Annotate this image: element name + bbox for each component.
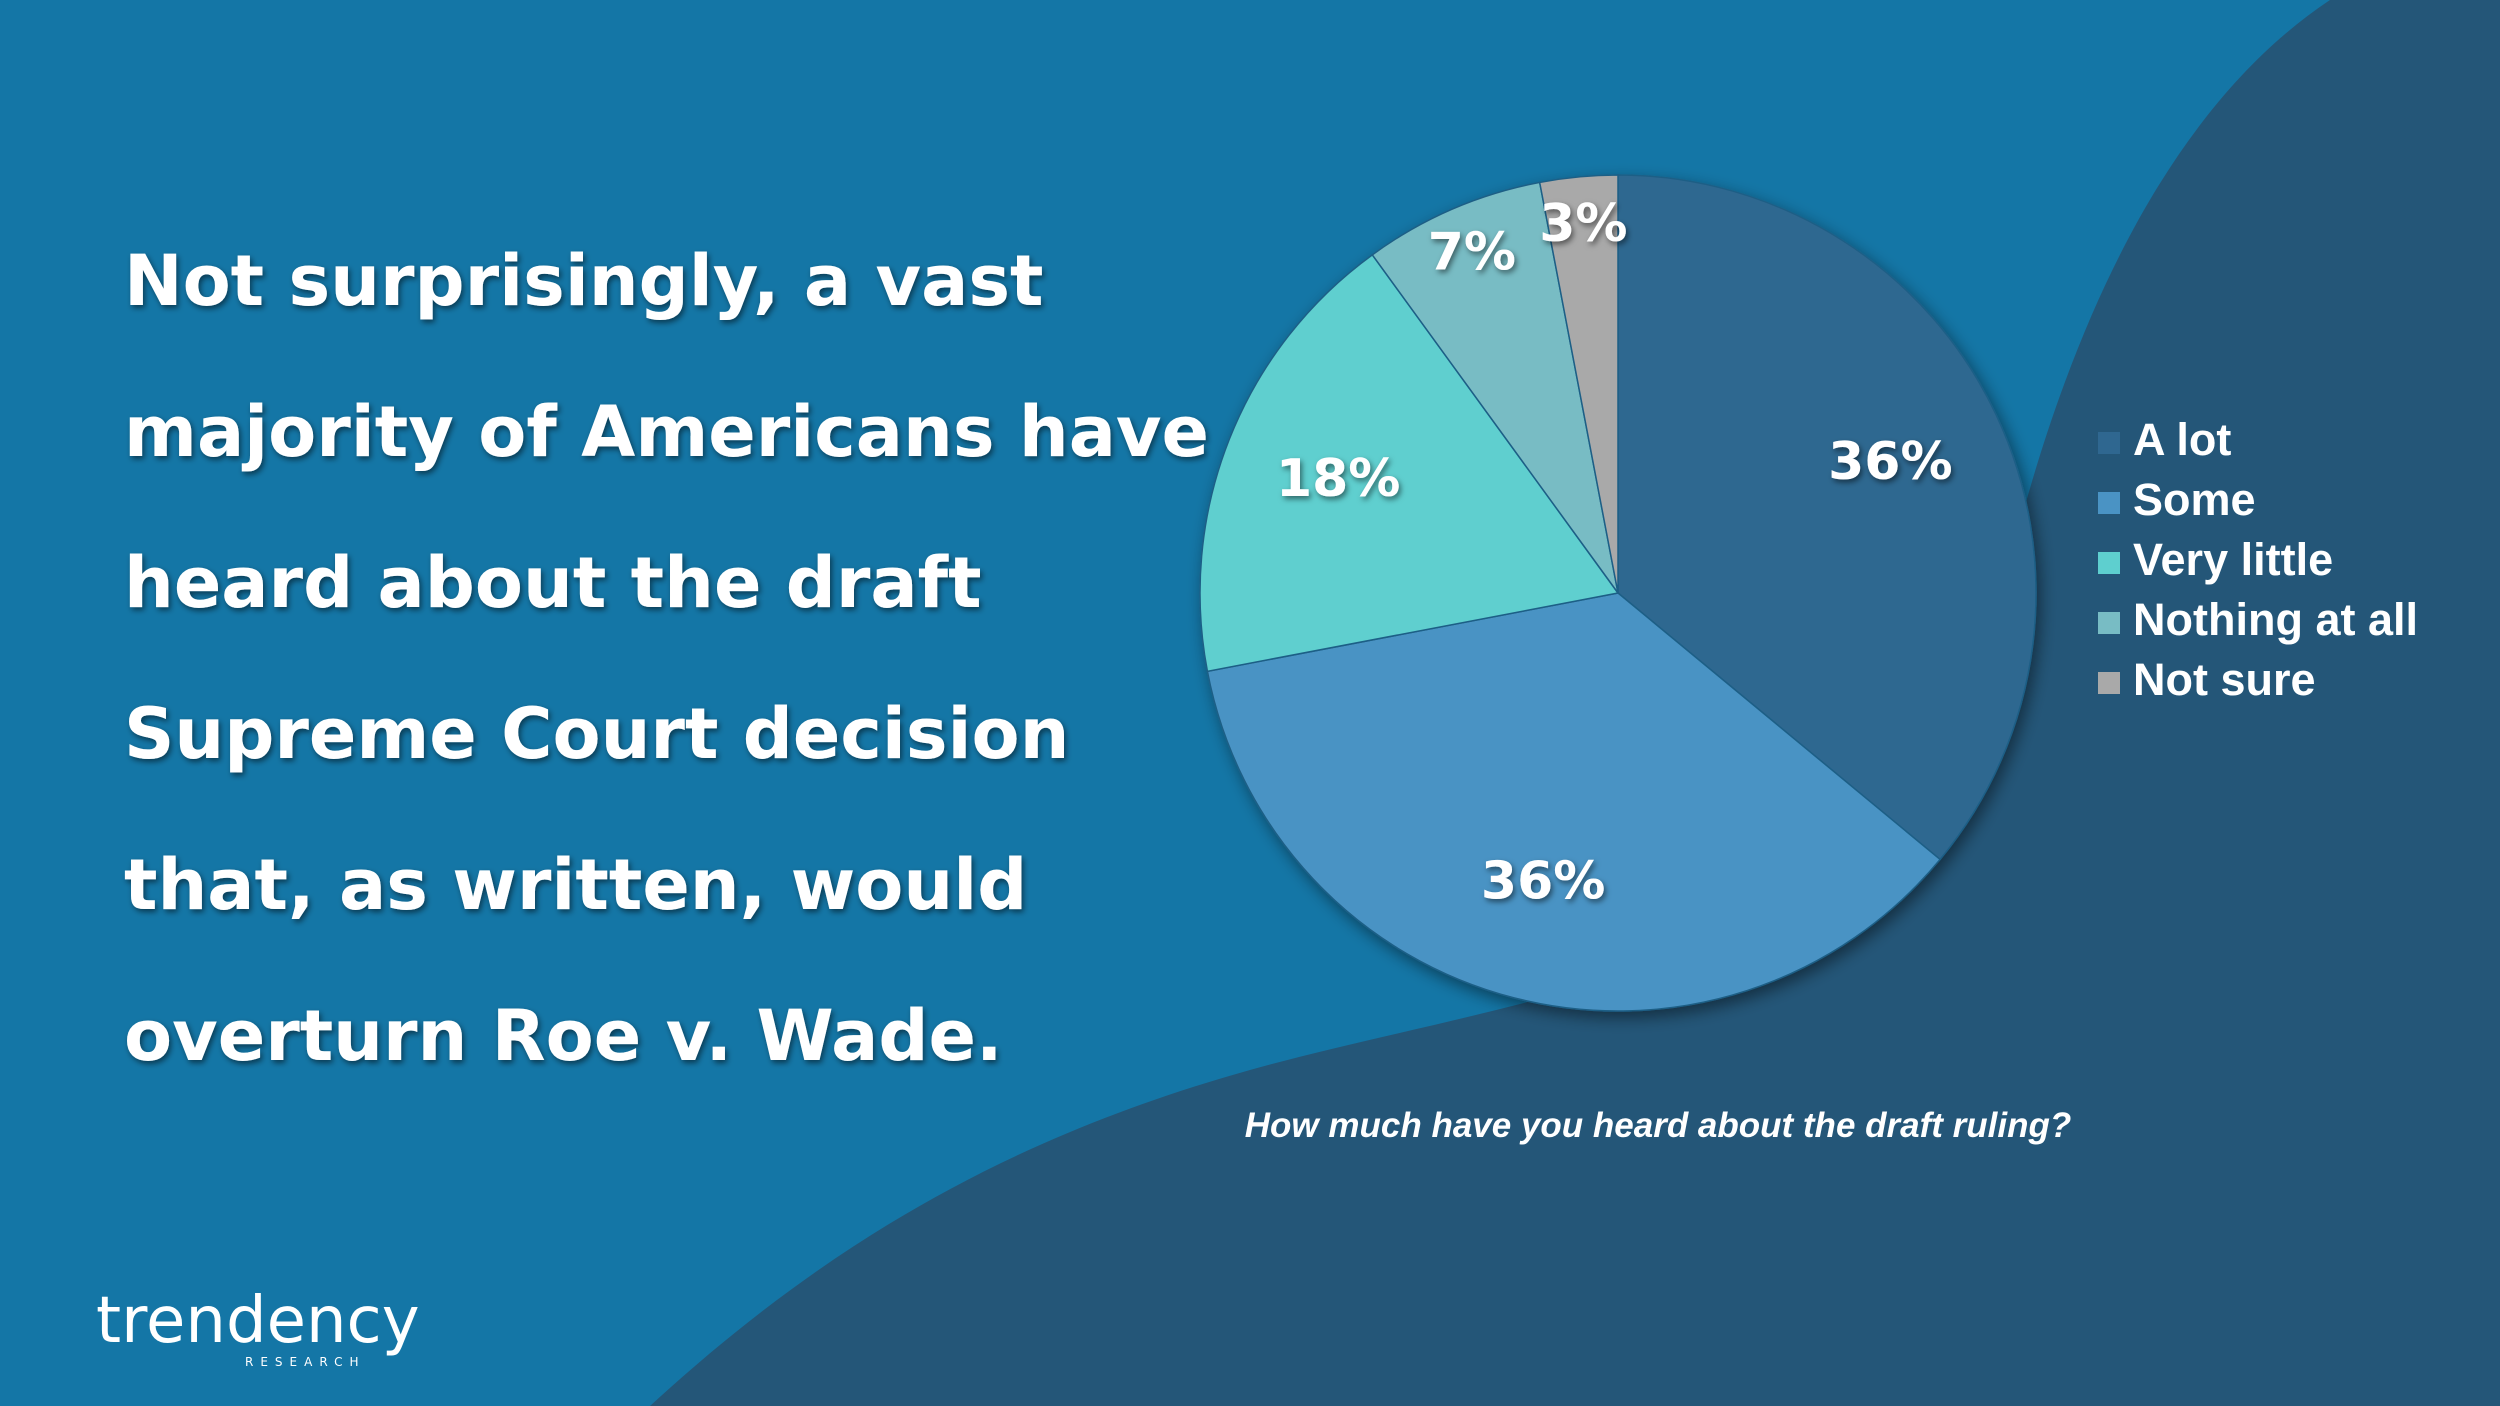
headline: Not surprisingly, a vast majority of Amer… (124, 240, 1209, 1077)
headline-line: majority of Americans have (124, 391, 1209, 473)
pie-slice (1199, 253, 1620, 673)
logo-name: trendency (96, 1284, 420, 1358)
legend-swatch (2098, 492, 2120, 514)
legend-swatch (2098, 552, 2120, 574)
legend-swatch (2098, 672, 2120, 694)
data-label: 36% (1481, 852, 1605, 912)
pie-slice (1206, 592, 1942, 1012)
logo: trendency RESEARCH (96, 1284, 420, 1369)
legend-label: Some (2133, 474, 2256, 525)
headline-line: heard about the draft (124, 542, 982, 624)
pie-slice (1617, 174, 2037, 861)
logo-sub: RESEARCH (245, 1355, 365, 1369)
headline-line: that, as written, would (124, 844, 1027, 926)
pie: 36% 36% 18% 7% 3% (1199, 174, 2037, 1012)
data-label: 36% (1828, 432, 1952, 492)
slices (1199, 174, 2037, 1012)
headline-line: Not surprisingly, a vast (124, 240, 1044, 322)
background-curve (650, 0, 2500, 1406)
data-label: 3% (1539, 194, 1627, 254)
legend-label: Not sure (2133, 654, 2316, 705)
legend-label: Nothing at all (2133, 594, 2418, 645)
legend: A lot Some Very little Nothing at all Not su… (2098, 414, 2418, 705)
data-label: 18% (1276, 449, 1400, 509)
data-label: 7% (1428, 222, 1516, 282)
legend-label: Very little (2133, 534, 2333, 585)
pie-slice (1371, 181, 1619, 594)
legend-label: A lot (2133, 414, 2231, 465)
chart-caption: How much have you heard about the draft … (1245, 1106, 2071, 1145)
legend-swatch (2098, 612, 2120, 634)
headline-line: Supreme Court decision (124, 693, 1069, 775)
legend-swatch (2098, 432, 2120, 454)
pie-slice (1538, 174, 1619, 594)
headline-line: overturn Roe v. Wade. (124, 995, 1003, 1077)
